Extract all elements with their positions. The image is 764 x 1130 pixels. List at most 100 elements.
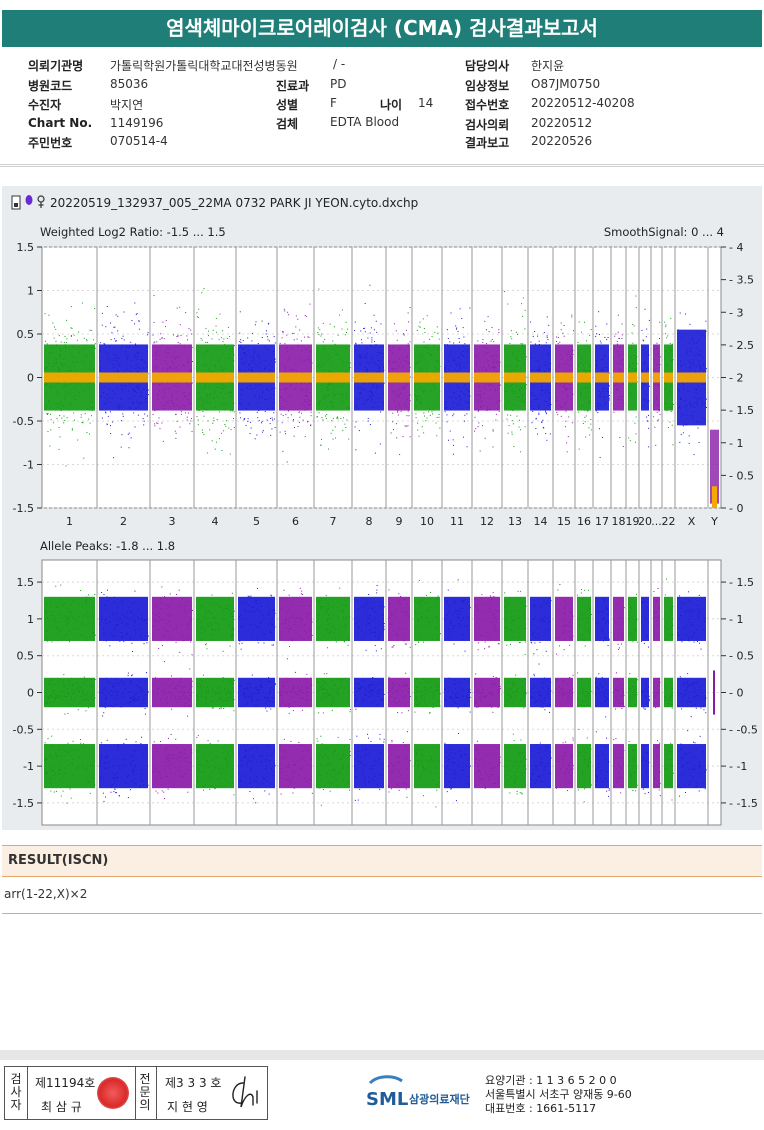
smooth-signal-chr-X [677,372,706,383]
value-hospital-code: 85036 [110,77,149,91]
log2-y-tick-label: 1 [27,285,34,298]
report-title: 염색체마이크로어레이검사 (CMA) 검사결과보고서 [2,10,762,47]
header-icons [11,195,45,210]
x-tick-label: 17 [595,515,609,528]
allele-y2-tick-label: - 1 [729,613,743,626]
allele-peak-band [577,677,591,708]
smooth-signal-chr-19 [628,372,637,383]
label-doctor: 담당의사 [465,59,510,73]
chart-filename: 20220519_132937_005_22MA 0732 PARK JI YE… [50,196,418,210]
inspector-license: 제11194호 [35,1076,96,1090]
specialist-name: 지 현 영 [167,1100,208,1114]
allele-peak-band [577,596,591,641]
x-tick-label: 6 [292,515,299,528]
log2-y2-tick-label: - 1.5 [729,404,754,417]
allele-peak-band [613,596,624,641]
allele-peak-band [677,744,706,789]
log2-ratio-plot: 1.5 1 0.5 0 -0.5 -1 -1.5 - 4 - 3.5 - 3 - 2.5 - 2 - 1… [13,241,754,528]
chr-8-allele-points [354,585,385,801]
allele-peak-band [664,744,673,789]
allele-peak-band [196,744,234,789]
allele-peak-band [664,596,673,641]
x-tick-label: 5 [253,515,260,528]
smooth-signal-chr-9 [388,372,410,383]
smooth-signal-chr-5 [238,372,275,383]
allele-peak-band [99,744,148,789]
value-institution: 가톨릭학원가톨릭대학교대전성병동원 [110,59,298,73]
seal-stamp [97,1077,129,1109]
allele-peak-band [653,596,660,641]
allele-peak-band [444,744,470,789]
label-chart-no: Chart No. [28,116,93,130]
allele-y2-tick-label: - -1.5 [729,797,758,810]
log2-y-tick-label: -0.5 [13,415,34,428]
chr-Y-log2-points [710,429,719,504]
chr-1-allele-points [44,584,96,804]
smooth-signal-chr-2 [99,372,148,383]
smooth-signal-chr-22 [664,372,673,383]
x-tick-label: ... [651,515,662,528]
specialist-label: 전문의 [139,1072,151,1112]
value-report-date: 20220526 [531,134,593,148]
x-tick-label: X [688,515,696,528]
allele-peak-band [279,596,312,641]
smooth-signal-chr-1 [44,372,95,383]
info-divider [0,164,764,165]
x-tick-label: 1 [66,515,73,528]
value-ward: / - [333,57,346,71]
allele-y2-tick-label: - 1.5 [729,576,754,589]
allele-y-tick-label: 1 [27,613,34,626]
label-specimen: 검체 [276,117,299,131]
org-line-3: 대표번호 : 1661-5117 [485,1102,597,1115]
allele-peak-band [641,596,649,641]
allele-peak-band [653,744,660,789]
inspector-name: 최 삼 규 [41,1100,82,1114]
allele-peak-band [595,744,609,789]
value-request-date: 20220512 [531,116,593,130]
chr-4-allele-points [196,592,235,796]
allele-peak-band [677,596,706,641]
chr-15-allele-points [555,583,574,792]
smooth-signal-chr-12 [474,372,500,383]
x-tick-label: 11 [450,515,464,528]
value-clinical-info: O87JM0750 [531,77,601,91]
sml-logo: SML 삼광의료재단 [364,1073,482,1119]
allele-peak-band [444,677,470,708]
label-patient: 수진자 [28,98,62,112]
allele-peak-band [316,596,350,641]
allele-peak-band [279,744,312,789]
chr-2-allele-points [99,589,149,802]
x-tick-label: 18 [612,515,626,528]
label-age: 나이 [380,98,403,112]
smooth-signal-chr-20 [641,372,649,383]
log2-y2-tick-label: - 0.5 [729,469,754,482]
allele-peak-band [474,677,500,708]
chr-18-allele-points [613,596,625,794]
smooth-signal-chr-18 [613,372,624,383]
label-accession-no: 접수번호 [465,98,510,112]
allele-peak-band [388,596,410,641]
log2-y-tick-label: 0 [27,372,34,385]
allele-peak-band [414,596,440,641]
allele-peak-band [504,744,526,789]
allele-peak-band [152,677,192,708]
allele-peak-band [44,596,95,641]
x-tick-label: 19 [626,515,640,528]
log2-y2-tick-label: - 0 [729,502,743,515]
log2-y2-tick-label: - 2.5 [729,339,754,352]
label-clinical-info: 임상정보 [465,79,510,93]
chr-21-allele-points [653,587,661,797]
info-divider-2 [0,166,764,167]
value-department: PD [330,77,347,91]
allele-peak-band [44,744,95,789]
allele-peak-band [316,744,350,789]
log2-y-tick-label: -1.5 [13,502,34,515]
sml-logo-mark: SML 삼광의료재단 [366,1075,470,1110]
specialist-license: 제3 3 3 호 [165,1076,222,1090]
smooth-signal-chr-7 [316,372,350,383]
allele-peak-band [555,677,573,708]
label-report-date: 결과보고 [465,136,510,150]
x-tick-label: 4 [212,515,219,528]
x-tick-label: 16 [577,515,591,528]
allele-peak-band [388,744,410,789]
